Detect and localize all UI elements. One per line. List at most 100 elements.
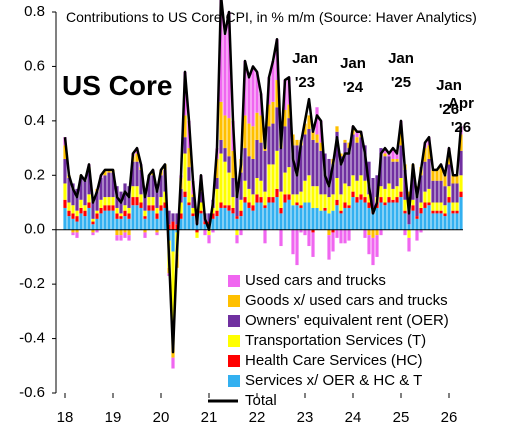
bar-segment (239, 229, 243, 236)
bar-segment (371, 178, 375, 208)
bar-segment (219, 0, 223, 102)
bar-segment (263, 205, 267, 208)
bar-segment (327, 229, 331, 236)
bar-segment (99, 213, 103, 230)
bar-segment (455, 183, 459, 203)
bar-segment (399, 178, 403, 192)
bar-segment (435, 213, 439, 230)
bar-segment (387, 156, 391, 184)
bar-segment (67, 178, 71, 203)
x-tick-label: 21 (201, 409, 218, 426)
bar-segment (443, 216, 447, 230)
bar-segment (435, 169, 439, 181)
bar-segment (183, 191, 187, 198)
bar-segment (407, 224, 411, 230)
bar-segment (431, 169, 435, 181)
bar-segment (263, 229, 267, 244)
bar-segment (351, 134, 355, 176)
bar-segment (135, 186, 139, 198)
bar-segment (339, 194, 343, 211)
bar-segment (223, 207, 227, 230)
bar-segment (211, 218, 215, 230)
bar-segment (155, 207, 159, 214)
bar-segment (339, 156, 343, 195)
bar-segment (255, 202, 259, 230)
bar-segment (335, 199, 339, 206)
annotation: Jan '25 (388, 49, 414, 91)
bar-segment (379, 197, 383, 203)
bar-segment (423, 207, 427, 230)
bar-segment (255, 178, 259, 195)
bar-segment (63, 199, 67, 208)
bar-segment (91, 229, 95, 233)
bar-segment (271, 164, 275, 198)
bar-segment (267, 197, 271, 203)
bar-segment (71, 213, 75, 219)
bar-segment (115, 235, 119, 241)
bar-segment (447, 186, 451, 198)
bar-segment (167, 210, 171, 225)
bar-segment (183, 197, 187, 230)
bar-segment (119, 213, 123, 217)
bar-segment (367, 194, 371, 203)
bar-segment (403, 199, 407, 211)
bar-segment (199, 213, 203, 230)
bar-segment (215, 210, 219, 217)
bar-segment (419, 207, 423, 214)
bar-segment (455, 202, 459, 211)
bar-segment (323, 194, 327, 208)
bar-segment (239, 199, 243, 211)
bar-segment (279, 207, 283, 214)
bar-segment (319, 142, 323, 151)
bar-segment (395, 158, 399, 162)
bar-segment (99, 199, 103, 208)
bar-segment (179, 202, 183, 214)
bar-segment (355, 137, 359, 143)
bar-segment (391, 148, 395, 159)
bar-segment (415, 191, 419, 217)
bar-segment (251, 66, 255, 127)
bar-segment (227, 172, 231, 206)
bar-segment (259, 142, 263, 181)
bar-segment (275, 80, 279, 108)
bar-segment (311, 131, 315, 140)
bar-segment (383, 153, 387, 157)
bar-segment (227, 12, 231, 119)
bar-segment (143, 210, 147, 217)
legend-swatch (228, 375, 240, 387)
bar-segment (107, 169, 111, 173)
bar-segment (123, 205, 127, 211)
bar-segment (295, 194, 299, 203)
legend-label: Total (245, 392, 277, 409)
bar-segment (411, 199, 415, 206)
bar-segment (223, 33, 227, 116)
bar-segment (367, 207, 371, 230)
bar-segment (295, 139, 299, 146)
bar-segment (423, 161, 427, 192)
bar-segment (359, 137, 363, 176)
bar-segment (223, 148, 227, 162)
bar-segment (347, 229, 351, 241)
y-tick-label: 0.0 (24, 221, 45, 238)
bar-segment (139, 194, 143, 203)
bar-segment (159, 197, 163, 206)
bar-segment (327, 213, 331, 230)
bar-segment (423, 191, 427, 203)
bar-segment (227, 210, 231, 230)
bar-segment (247, 123, 251, 157)
bar-segment (215, 216, 219, 230)
bar-segment (211, 213, 215, 219)
bar-segment (235, 229, 239, 236)
bar-segment (115, 229, 119, 236)
bar-segment (95, 213, 99, 219)
bar-segment (251, 158, 255, 195)
bar-segment (111, 197, 115, 206)
bar-segment (291, 194, 295, 206)
bar-segment (123, 216, 127, 230)
bar-segment (111, 210, 115, 230)
bar-segment (363, 180, 367, 198)
bar-segment (155, 186, 159, 208)
bar-segment (231, 207, 235, 214)
x-tick-label: 23 (297, 409, 314, 426)
bar-segment (63, 183, 67, 200)
